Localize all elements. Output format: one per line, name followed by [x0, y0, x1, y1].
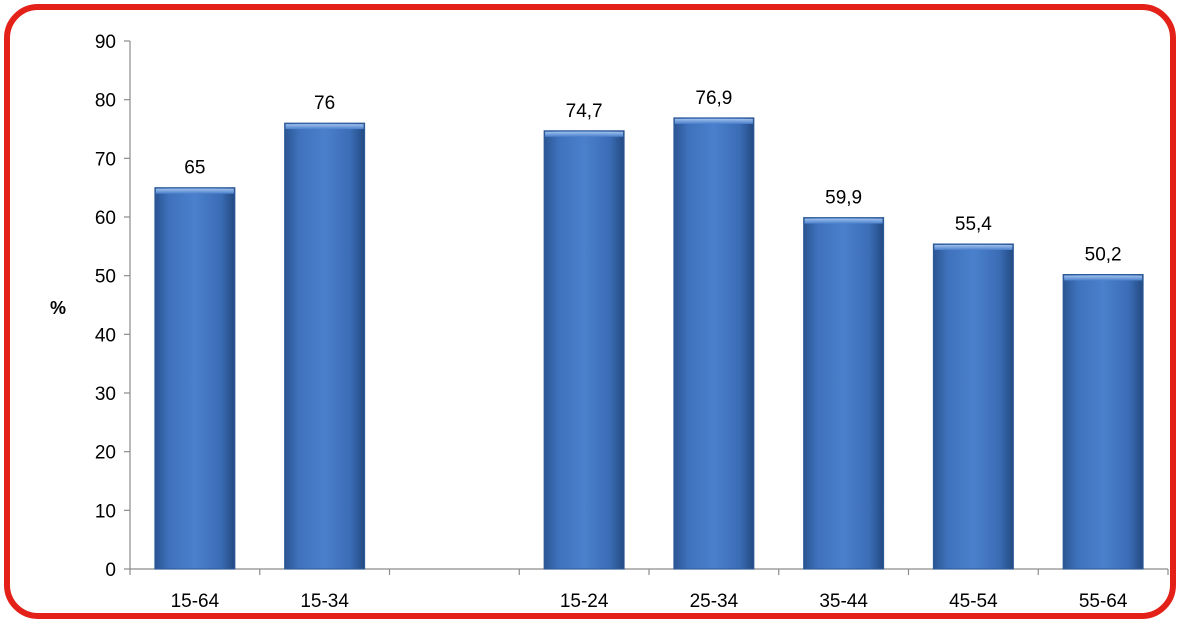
y-tick-label: 30 — [95, 384, 116, 405]
bar-data-label: 50,2 — [1085, 244, 1122, 265]
y-tick-label: 10 — [95, 501, 116, 522]
x-tick-label: 45-54 — [949, 591, 998, 612]
x-tick-label: 15-34 — [300, 591, 349, 612]
y-tick-label: 90 — [95, 32, 116, 53]
bar-data-label: 55,4 — [955, 214, 992, 235]
bar — [804, 218, 884, 569]
bar-data-label: 76,9 — [695, 88, 732, 109]
bar — [155, 188, 235, 569]
x-tick-label: 25-34 — [690, 591, 739, 612]
x-tick-label: 55-64 — [1079, 591, 1128, 612]
y-axis-title: % — [50, 298, 66, 318]
bar-data-label: 65 — [184, 158, 205, 179]
y-tick-label: 50 — [95, 267, 116, 288]
y-tick-label: 60 — [95, 208, 116, 229]
bar-data-label: 76 — [314, 93, 335, 114]
y-tick-label: 0 — [105, 560, 116, 581]
bar — [285, 123, 365, 569]
x-tick-label: 35-44 — [819, 591, 868, 612]
y-tick-label: 80 — [95, 91, 116, 112]
x-tick-label: 15-24 — [560, 591, 609, 612]
chart-bars — [155, 118, 1143, 569]
bar — [674, 118, 754, 569]
y-tick-label: 20 — [95, 443, 116, 464]
x-tick-label: 15-64 — [171, 591, 220, 612]
bar — [933, 244, 1013, 569]
bar-data-label: 59,9 — [825, 188, 862, 209]
bar — [544, 131, 624, 569]
bar — [1063, 274, 1143, 569]
y-tick-label: 40 — [95, 325, 116, 346]
bar-data-label: 74,7 — [566, 101, 603, 122]
y-tick-label: 70 — [95, 149, 116, 170]
